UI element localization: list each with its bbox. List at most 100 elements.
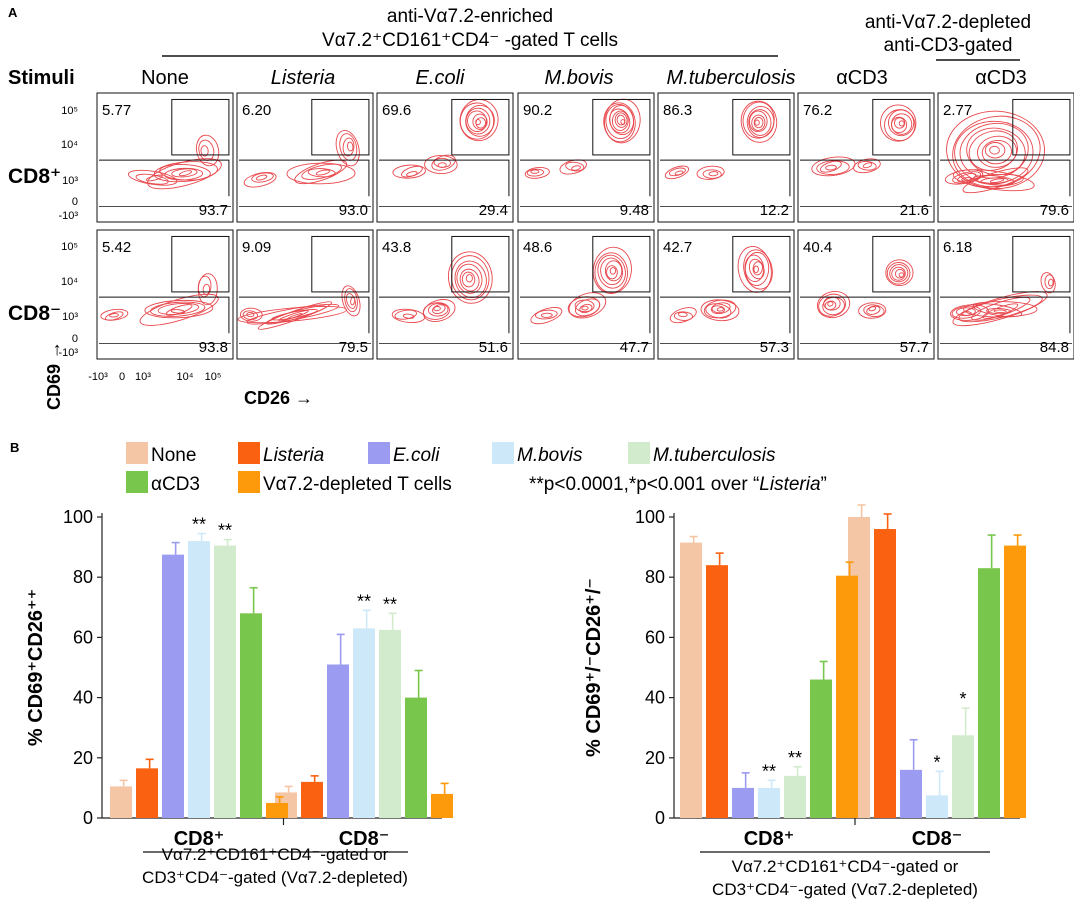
- contour-ring: [239, 307, 263, 322]
- contour-ring: [984, 142, 1006, 159]
- plot-frame: [937, 229, 1074, 360]
- y-tick-label: 0: [655, 808, 665, 828]
- contour-ring: [526, 168, 545, 177]
- contour-ring: [392, 164, 426, 179]
- bar: [431, 793, 453, 818]
- upper-gate-percent: 43.8: [382, 239, 411, 256]
- contour-ring: [748, 109, 772, 136]
- contour-ring: [703, 299, 737, 319]
- left-gating-line1: Vα7.2⁺CD161⁺CD4⁻-gated or: [162, 845, 389, 864]
- y-tick-label: 80: [73, 567, 93, 587]
- cd26-axis-label: CD26 →: [244, 388, 313, 408]
- lower-gate: [99, 296, 230, 334]
- column-header-4: M.tuberculosis: [667, 67, 796, 89]
- contour-ring: [664, 165, 690, 180]
- lower-gate-percent: 21.6: [900, 202, 929, 219]
- upper-gate-percent: 40.4: [803, 239, 832, 256]
- contour-ring: [753, 265, 759, 274]
- contour-ring: [898, 120, 905, 127]
- bar: [240, 613, 262, 818]
- contour-ring: [603, 102, 636, 143]
- contour-ring: [616, 114, 626, 126]
- contour-ring: [754, 119, 760, 126]
- contour-ring: [963, 301, 1038, 318]
- significance-note-suffix: ”: [821, 474, 827, 495]
- upper-gate: [171, 98, 230, 156]
- contour-ring: [819, 160, 842, 173]
- upper-gate-percent: 86.3: [663, 102, 692, 119]
- category-label: CD8⁻: [912, 828, 963, 850]
- y-axis-label: % CD69⁺/⁻CD26⁺/⁻: [583, 578, 605, 757]
- contour-ring: [968, 130, 1018, 171]
- contour-ring: [592, 246, 632, 294]
- contour-ring: [944, 169, 984, 185]
- legend-swatch: [238, 471, 260, 493]
- legend-swatch: [492, 442, 514, 464]
- significance-mark: **: [788, 748, 802, 768]
- contour-ring: [708, 171, 719, 177]
- column-header-6: αCD3: [975, 67, 1027, 89]
- facs-plot: 90.2 9.48: [517, 92, 655, 223]
- contour-ring: [885, 259, 914, 287]
- bar: [784, 775, 806, 818]
- legend-swatch: [628, 442, 650, 464]
- contour-ring: [433, 157, 451, 168]
- lower-gate-percent: 57.3: [760, 339, 789, 356]
- bar: [214, 545, 236, 818]
- enriched-header-line1: anti-Vα7.2-enriched: [387, 6, 553, 27]
- contour-ring: [958, 294, 1043, 323]
- contour-ring: [391, 308, 426, 323]
- significance-mark: **: [762, 761, 776, 781]
- facs-grid: CD8⁺ 5.77 93.7 6.20 93.0 69.6 29.4 90.2 9.48 86.3…: [8, 92, 1074, 360]
- contour-ring: [957, 172, 977, 183]
- contour-ring: [135, 173, 169, 185]
- contour-ring: [952, 291, 1048, 327]
- contour-ring: [952, 171, 982, 184]
- legend-swatch: [368, 442, 390, 464]
- contour-ring: [433, 306, 441, 312]
- x-tick-0: 0: [119, 371, 125, 383]
- lower-gate: [660, 296, 791, 334]
- bar: [874, 529, 896, 818]
- contour-ring: [866, 305, 881, 315]
- contour-ring: [465, 104, 495, 137]
- legend-label: M.tuberculosis: [653, 445, 776, 466]
- lower-gate-percent: 79.6: [1040, 202, 1069, 219]
- upper-gate-percent: 90.2: [523, 102, 552, 119]
- lower-gate: [520, 159, 651, 197]
- contour-ring: [749, 110, 768, 133]
- contour-ring: [401, 165, 423, 178]
- contour-ring: [673, 311, 694, 321]
- upper-gate-percent: 5.42: [102, 239, 131, 256]
- upper-gate: [732, 98, 791, 156]
- contour-ring: [889, 264, 909, 283]
- contour-ring: [606, 265, 618, 280]
- upper-gate-percent: 2.77: [943, 102, 972, 119]
- contour-ring: [816, 291, 851, 319]
- facs-plot: 40.4 57.7: [797, 229, 935, 360]
- plot-frame: [376, 229, 514, 360]
- bar: [1004, 545, 1026, 818]
- significance-note: **p<0.0001,*p<0.001 over “Listeria”: [529, 474, 827, 495]
- y-tick-neg1e3: -10³: [58, 210, 78, 222]
- plot-frame: [657, 92, 795, 223]
- upper-gate-percent: 6.20: [242, 102, 271, 119]
- contour-ring: [853, 158, 881, 174]
- legend: None Listeria E.coli M.bovis M.tuberculosis α…: [126, 442, 776, 495]
- contour-ring: [105, 311, 124, 321]
- category-label: CD8⁻: [339, 828, 390, 850]
- lower-gate-percent: 93.8: [199, 339, 228, 356]
- bar: [758, 787, 780, 818]
- contour-ring: [824, 300, 837, 311]
- contour-ring: [614, 112, 628, 128]
- y2-tick-1e5: 10⁵: [61, 241, 78, 253]
- contour-ring: [157, 302, 200, 315]
- facs-plot: 2.77 79.6: [937, 92, 1074, 223]
- category-label: CD8⁺: [744, 828, 795, 850]
- upper-gate: [451, 235, 510, 293]
- contour-ring: [559, 159, 587, 175]
- contour-ring: [898, 272, 905, 278]
- lower-gate-percent: 29.4: [479, 202, 508, 219]
- contour-ring: [342, 137, 355, 157]
